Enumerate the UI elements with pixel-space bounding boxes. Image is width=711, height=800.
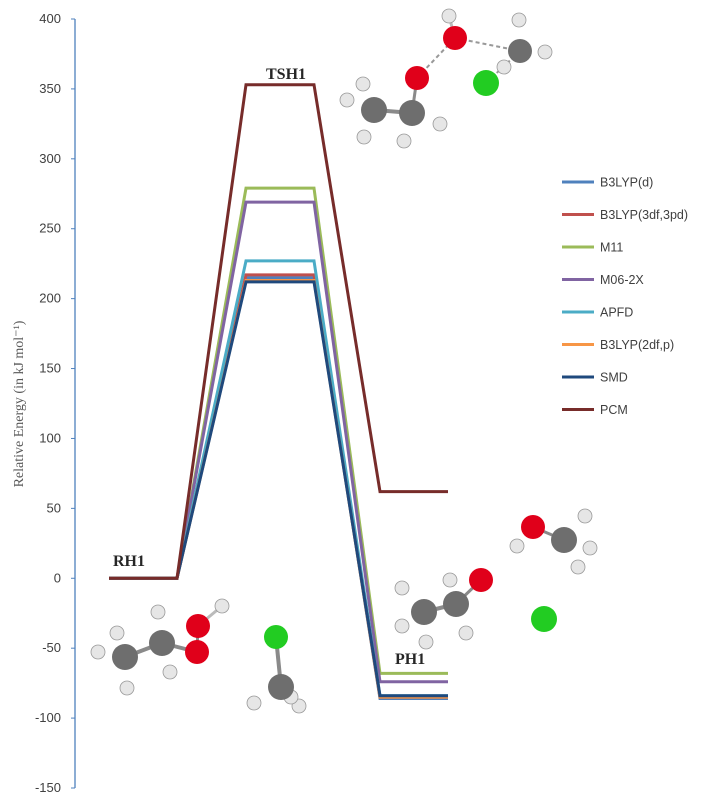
stage-label-ph1: PH1 — [395, 651, 425, 668]
legend: B3LYP(d) B3LYP(3df,3pd) M11 M06-2X APFD B3LYP… — [562, 176, 688, 417]
y-tick-label: 150 — [39, 361, 61, 376]
series-line-7 — [109, 83, 448, 580]
legend-label: B3LYP(3df,3pd) — [600, 208, 688, 222]
methyl-chloride-molecule-icon — [246, 625, 307, 714]
y-tick-label: 350 — [39, 81, 61, 96]
stage-label-tsh1: TSH1 — [266, 66, 306, 83]
y-tick-label: 200 — [39, 291, 61, 306]
legend-label: PCM — [600, 403, 628, 417]
molecular-structures — [90, 8, 598, 714]
transition-state-molecule-icon — [339, 8, 553, 149]
product-chloride-ion-icon — [531, 606, 557, 632]
product-ethanol-molecule-icon — [394, 568, 493, 650]
y-tick-label: -50 — [42, 640, 61, 655]
y-tick-label: 250 — [39, 221, 61, 236]
y-axis-title: Relative Energy (in kJ mol⁻¹) — [12, 320, 27, 487]
y-tick-label: 300 — [39, 151, 61, 166]
legend-label: APFD — [600, 306, 633, 320]
plot-area: 400 350 300 250 200 150 100 50 0 -50 -100 -150 Relat… — [12, 11, 448, 795]
legend-label: B3LYP(d) — [600, 176, 653, 190]
y-tick-label: 0 — [54, 570, 61, 585]
y-tick-label: 50 — [47, 500, 61, 515]
y-tick-label: 100 — [39, 430, 61, 445]
y-tick-label: 400 — [39, 11, 61, 26]
ethanol-molecule-icon — [90, 598, 230, 696]
legend-label: M06-2X — [600, 273, 644, 287]
legend-label: SMD — [600, 371, 628, 385]
legend-label: B3LYP(2df,p) — [600, 338, 674, 352]
y-tick-label: -100 — [35, 710, 61, 725]
legend-label: M11 — [600, 241, 623, 255]
y-tick-label: -150 — [35, 780, 61, 795]
product-methanol-molecule-icon — [509, 508, 598, 575]
stage-label-rh1: RH1 — [113, 553, 145, 570]
